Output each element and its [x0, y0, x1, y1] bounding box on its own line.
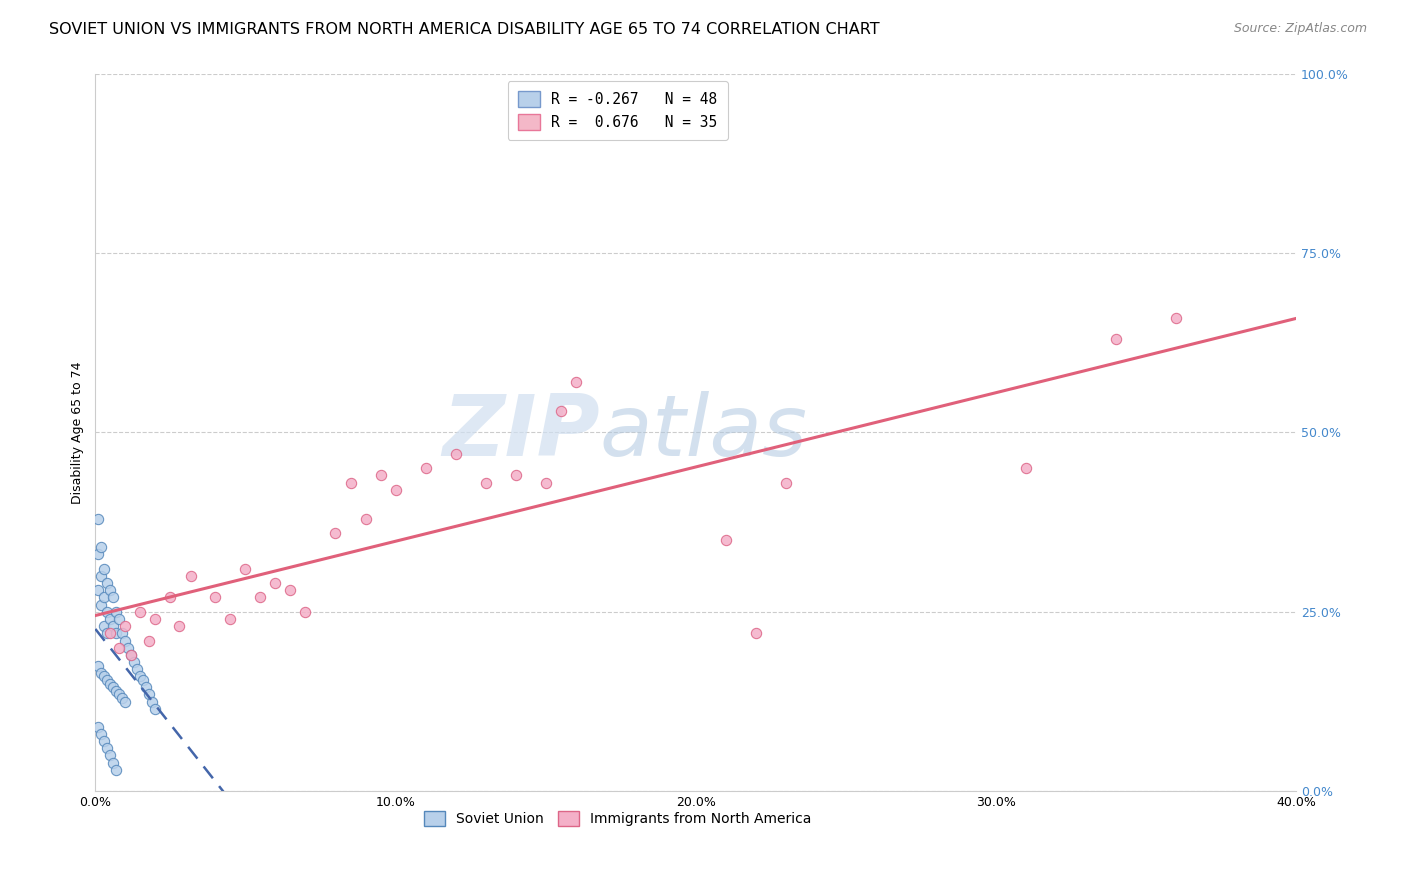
Point — [1164, 310, 1187, 325]
Point — [415, 461, 437, 475]
Point — [93, 562, 115, 576]
Text: atlas: atlas — [599, 391, 807, 474]
Text: ZIP: ZIP — [441, 391, 599, 474]
Point — [96, 605, 118, 619]
Point — [114, 694, 136, 708]
Point — [96, 626, 118, 640]
Text: SOVIET UNION VS IMMIGRANTS FROM NORTH AMERICA DISABILITY AGE 65 TO 74 CORRELATIO: SOVIET UNION VS IMMIGRANTS FROM NORTH AM… — [49, 22, 880, 37]
Point — [103, 591, 125, 605]
Point — [745, 626, 768, 640]
Point — [98, 748, 121, 763]
Point — [111, 626, 134, 640]
Point — [87, 720, 110, 734]
Point — [90, 540, 112, 554]
Point — [235, 562, 257, 576]
Point — [114, 619, 136, 633]
Point — [103, 619, 125, 633]
Point — [1015, 461, 1038, 475]
Point — [93, 734, 115, 748]
Point — [98, 583, 121, 598]
Point — [354, 511, 377, 525]
Point — [108, 640, 131, 655]
Point — [120, 648, 142, 662]
Point — [135, 680, 157, 694]
Point — [93, 619, 115, 633]
Point — [264, 576, 287, 591]
Point — [474, 475, 496, 490]
Text: Source: ZipAtlas.com: Source: ZipAtlas.com — [1233, 22, 1367, 36]
Point — [90, 727, 112, 741]
Point — [103, 756, 125, 770]
Point — [87, 548, 110, 562]
Point — [103, 680, 125, 694]
Point — [138, 687, 160, 701]
Point — [114, 633, 136, 648]
Point — [159, 591, 181, 605]
Point — [98, 626, 121, 640]
Point — [219, 612, 242, 626]
Point — [204, 591, 226, 605]
Point — [280, 583, 302, 598]
Point — [120, 648, 142, 662]
Point — [127, 662, 149, 676]
Point — [339, 475, 361, 490]
Point — [141, 694, 163, 708]
Point — [93, 669, 115, 683]
Point — [249, 591, 271, 605]
Point — [129, 605, 152, 619]
Point — [132, 673, 155, 687]
Point — [90, 598, 112, 612]
Point — [444, 447, 467, 461]
Point — [98, 612, 121, 626]
Point — [124, 655, 146, 669]
Point — [108, 687, 131, 701]
Point — [105, 605, 128, 619]
Point — [564, 375, 586, 389]
Point — [714, 533, 737, 547]
Point — [108, 612, 131, 626]
Point — [534, 475, 557, 490]
Point — [117, 640, 139, 655]
Point — [138, 633, 160, 648]
Point — [169, 619, 191, 633]
Point — [111, 690, 134, 705]
Point — [96, 576, 118, 591]
Point — [775, 475, 797, 490]
Point — [87, 583, 110, 598]
Legend: Soviet Union, Immigrants from North America: Soviet Union, Immigrants from North Amer… — [416, 803, 820, 835]
Point — [93, 591, 115, 605]
Point — [98, 676, 121, 690]
Point — [87, 658, 110, 673]
Point — [96, 741, 118, 756]
Y-axis label: Disability Age 65 to 74: Disability Age 65 to 74 — [72, 361, 84, 504]
Point — [105, 683, 128, 698]
Point — [370, 468, 392, 483]
Point — [90, 665, 112, 680]
Point — [129, 669, 152, 683]
Point — [1105, 332, 1128, 346]
Point — [87, 511, 110, 525]
Point — [96, 673, 118, 687]
Point — [505, 468, 527, 483]
Point — [90, 569, 112, 583]
Point — [384, 483, 406, 497]
Point — [325, 525, 347, 540]
Point — [145, 702, 167, 716]
Point — [180, 569, 202, 583]
Point — [550, 404, 572, 418]
Point — [105, 763, 128, 777]
Point — [105, 626, 128, 640]
Point — [294, 605, 316, 619]
Point — [145, 612, 167, 626]
